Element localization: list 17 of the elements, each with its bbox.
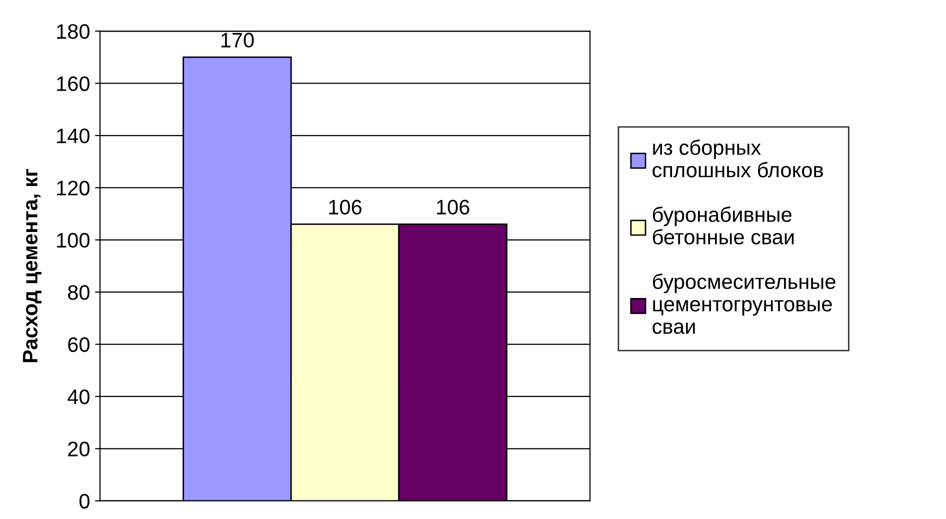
y-tick-label: 40 [68, 389, 90, 404]
data-label: 170 [221, 32, 254, 48]
y-tick-label: 100 [57, 232, 90, 248]
y-tick-label: 60 [68, 337, 90, 352]
legend-label: из сборных сплошных блоков [652, 139, 823, 178]
y-tick-label: 80 [68, 285, 90, 300]
y-tick-label: 180 [57, 24, 90, 39]
y-axis-title: Расход цемента, кг [22, 168, 42, 362]
legend-label: буронабивные бетонные сваи [652, 206, 794, 244]
y-tick-label: 120 [57, 180, 90, 196]
legend-label: буросмесительные цементогрунтовые сваи [652, 274, 836, 334]
y-tick-label: 160 [57, 76, 90, 92]
y-tick-label: 140 [57, 128, 90, 144]
y-tick-label: 0 [80, 494, 90, 509]
data-label: 106 [329, 200, 362, 215]
y-tick-label: 20 [68, 442, 90, 456]
data-label: 106 [437, 200, 470, 215]
